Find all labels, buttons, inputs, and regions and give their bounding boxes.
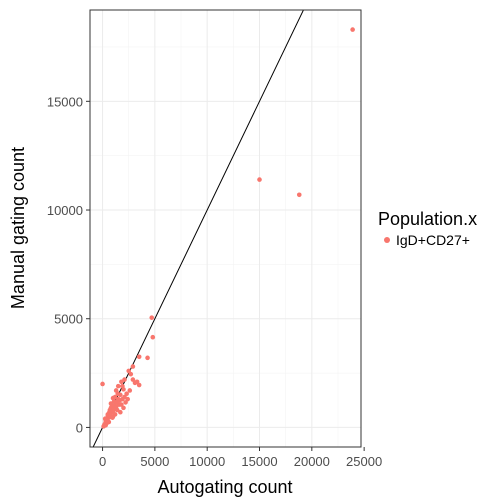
legend-key-dot <box>384 237 390 243</box>
data-point <box>101 424 106 429</box>
data-point <box>124 391 129 397</box>
x-tick-label: 5000 <box>140 454 169 469</box>
x-axis-title: Autogating count <box>157 477 292 497</box>
data-point <box>132 380 138 386</box>
x-tick-label: 0 <box>99 454 106 469</box>
legend-title: Population.x <box>378 209 477 229</box>
data-point <box>115 383 121 389</box>
data-point <box>130 377 136 382</box>
data-point <box>119 379 124 385</box>
legend-label-igd-cd27: IgD+CD27+ <box>396 232 470 248</box>
data-point <box>110 395 116 401</box>
y-tick-label: 10000 <box>47 203 83 218</box>
data-point <box>128 371 134 377</box>
data-point <box>149 315 155 320</box>
data-point <box>121 405 126 411</box>
data-point <box>350 27 355 32</box>
y-tick-label: 0 <box>76 420 83 435</box>
data-point <box>110 415 115 420</box>
data-point <box>120 383 125 389</box>
grid-major <box>90 10 361 447</box>
x-tick-label: 10000 <box>189 454 225 469</box>
y-tick-label: 15000 <box>47 94 83 109</box>
data-point <box>117 397 123 403</box>
data-point <box>126 368 132 374</box>
y-axis: 0 5000 10000 15000 <box>47 94 90 435</box>
data-point <box>114 407 120 413</box>
data-point <box>296 192 302 198</box>
data-point <box>115 391 121 397</box>
legend: Population.x IgD+CD27+ <box>378 209 477 248</box>
data-point <box>257 177 262 182</box>
data-point <box>123 400 128 405</box>
data-point <box>136 382 142 388</box>
data-point <box>107 412 113 417</box>
x-tick-label: 25000 <box>346 454 382 469</box>
x-axis: 0 5000 10000 15000 20000 25000 <box>99 447 382 469</box>
data-point <box>150 334 156 340</box>
data-point <box>108 401 114 406</box>
data-point <box>100 381 105 387</box>
data-point <box>145 355 150 361</box>
data-point <box>122 394 127 400</box>
data-point <box>136 354 142 360</box>
x-tick-label: 15000 <box>241 454 277 469</box>
x-tick-label: 20000 <box>294 454 330 469</box>
data-point <box>130 364 136 369</box>
grid-minor <box>90 10 361 447</box>
data-point <box>127 388 133 393</box>
y-axis-title: Manual gating count <box>8 147 28 309</box>
y-tick-label: 5000 <box>54 312 83 327</box>
data-point <box>112 403 117 408</box>
data-point <box>112 412 118 417</box>
points-layer <box>100 27 355 429</box>
data-point <box>104 418 110 424</box>
panel-border <box>89 9 362 448</box>
data-point <box>119 402 124 407</box>
